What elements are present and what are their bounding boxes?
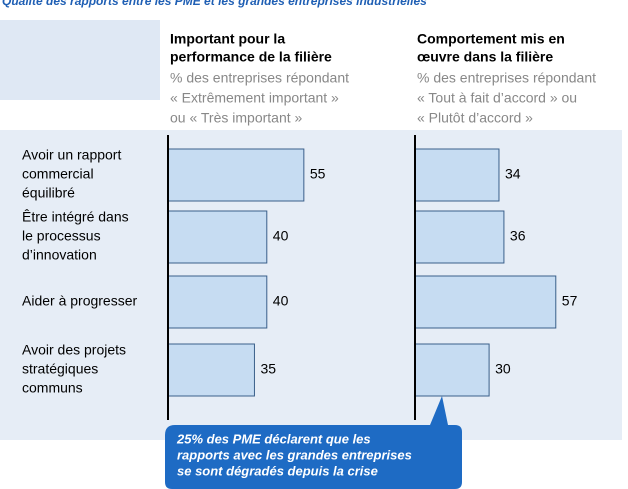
panel-subtitle: ou « Très important »: [170, 110, 303, 126]
category-label: stratégiques: [22, 361, 98, 377]
annotation: se sont dégradés depuis la crise: [177, 463, 378, 478]
bar: [414, 148, 500, 202]
category-label: communs: [22, 380, 83, 396]
panel-subtitle: « Extrêmement important »: [170, 90, 339, 106]
category-label: Avoir des projets: [22, 342, 126, 358]
callout: [165, 396, 462, 489]
value-label: 35: [260, 361, 276, 377]
panel-title: Comportement mis en: [417, 31, 565, 47]
bar: [414, 210, 505, 264]
value-label: 55: [310, 166, 326, 182]
value-label: 36: [510, 228, 526, 244]
bar: [167, 343, 255, 397]
bar: [167, 275, 268, 329]
panel-subtitle: « Plutôt d’accord »: [417, 110, 533, 126]
category-label: le processus: [22, 228, 101, 244]
bar: [167, 148, 305, 202]
value-label: 40: [273, 293, 289, 309]
panel-title: œuvre dans la filière: [417, 49, 553, 65]
annotation: 25% des PME déclarent que les: [176, 431, 371, 446]
bar: [167, 210, 268, 264]
header-box: [0, 20, 160, 100]
category-label: Être intégré dans: [22, 209, 129, 225]
value-label: 40: [273, 228, 289, 244]
panel-title: Important pour la: [170, 31, 285, 47]
value-label: 34: [505, 166, 521, 182]
annotation: rapports avec les grandes entreprises: [177, 447, 412, 462]
page-title: Qualité des rapports entre les PME et le…: [2, 0, 427, 8]
category-label: commercial: [22, 166, 94, 182]
category-label: équilibré: [22, 185, 75, 201]
category-label: d’innovation: [22, 247, 97, 263]
value-label: 57: [562, 293, 578, 309]
panel-subtitle: % des entreprises répondant: [417, 70, 596, 86]
category-label: Avoir un rapport: [22, 147, 121, 163]
value-label: 30: [495, 361, 511, 377]
panel-title: performance de la filière: [170, 49, 332, 65]
bar: [414, 275, 557, 329]
bar: [414, 343, 490, 397]
panel-subtitle: % des entreprises répondant: [170, 70, 349, 86]
category-label: Aider à progresser: [22, 293, 138, 309]
panel-subtitle: « Tout à fait d’accord » ou: [417, 90, 577, 106]
